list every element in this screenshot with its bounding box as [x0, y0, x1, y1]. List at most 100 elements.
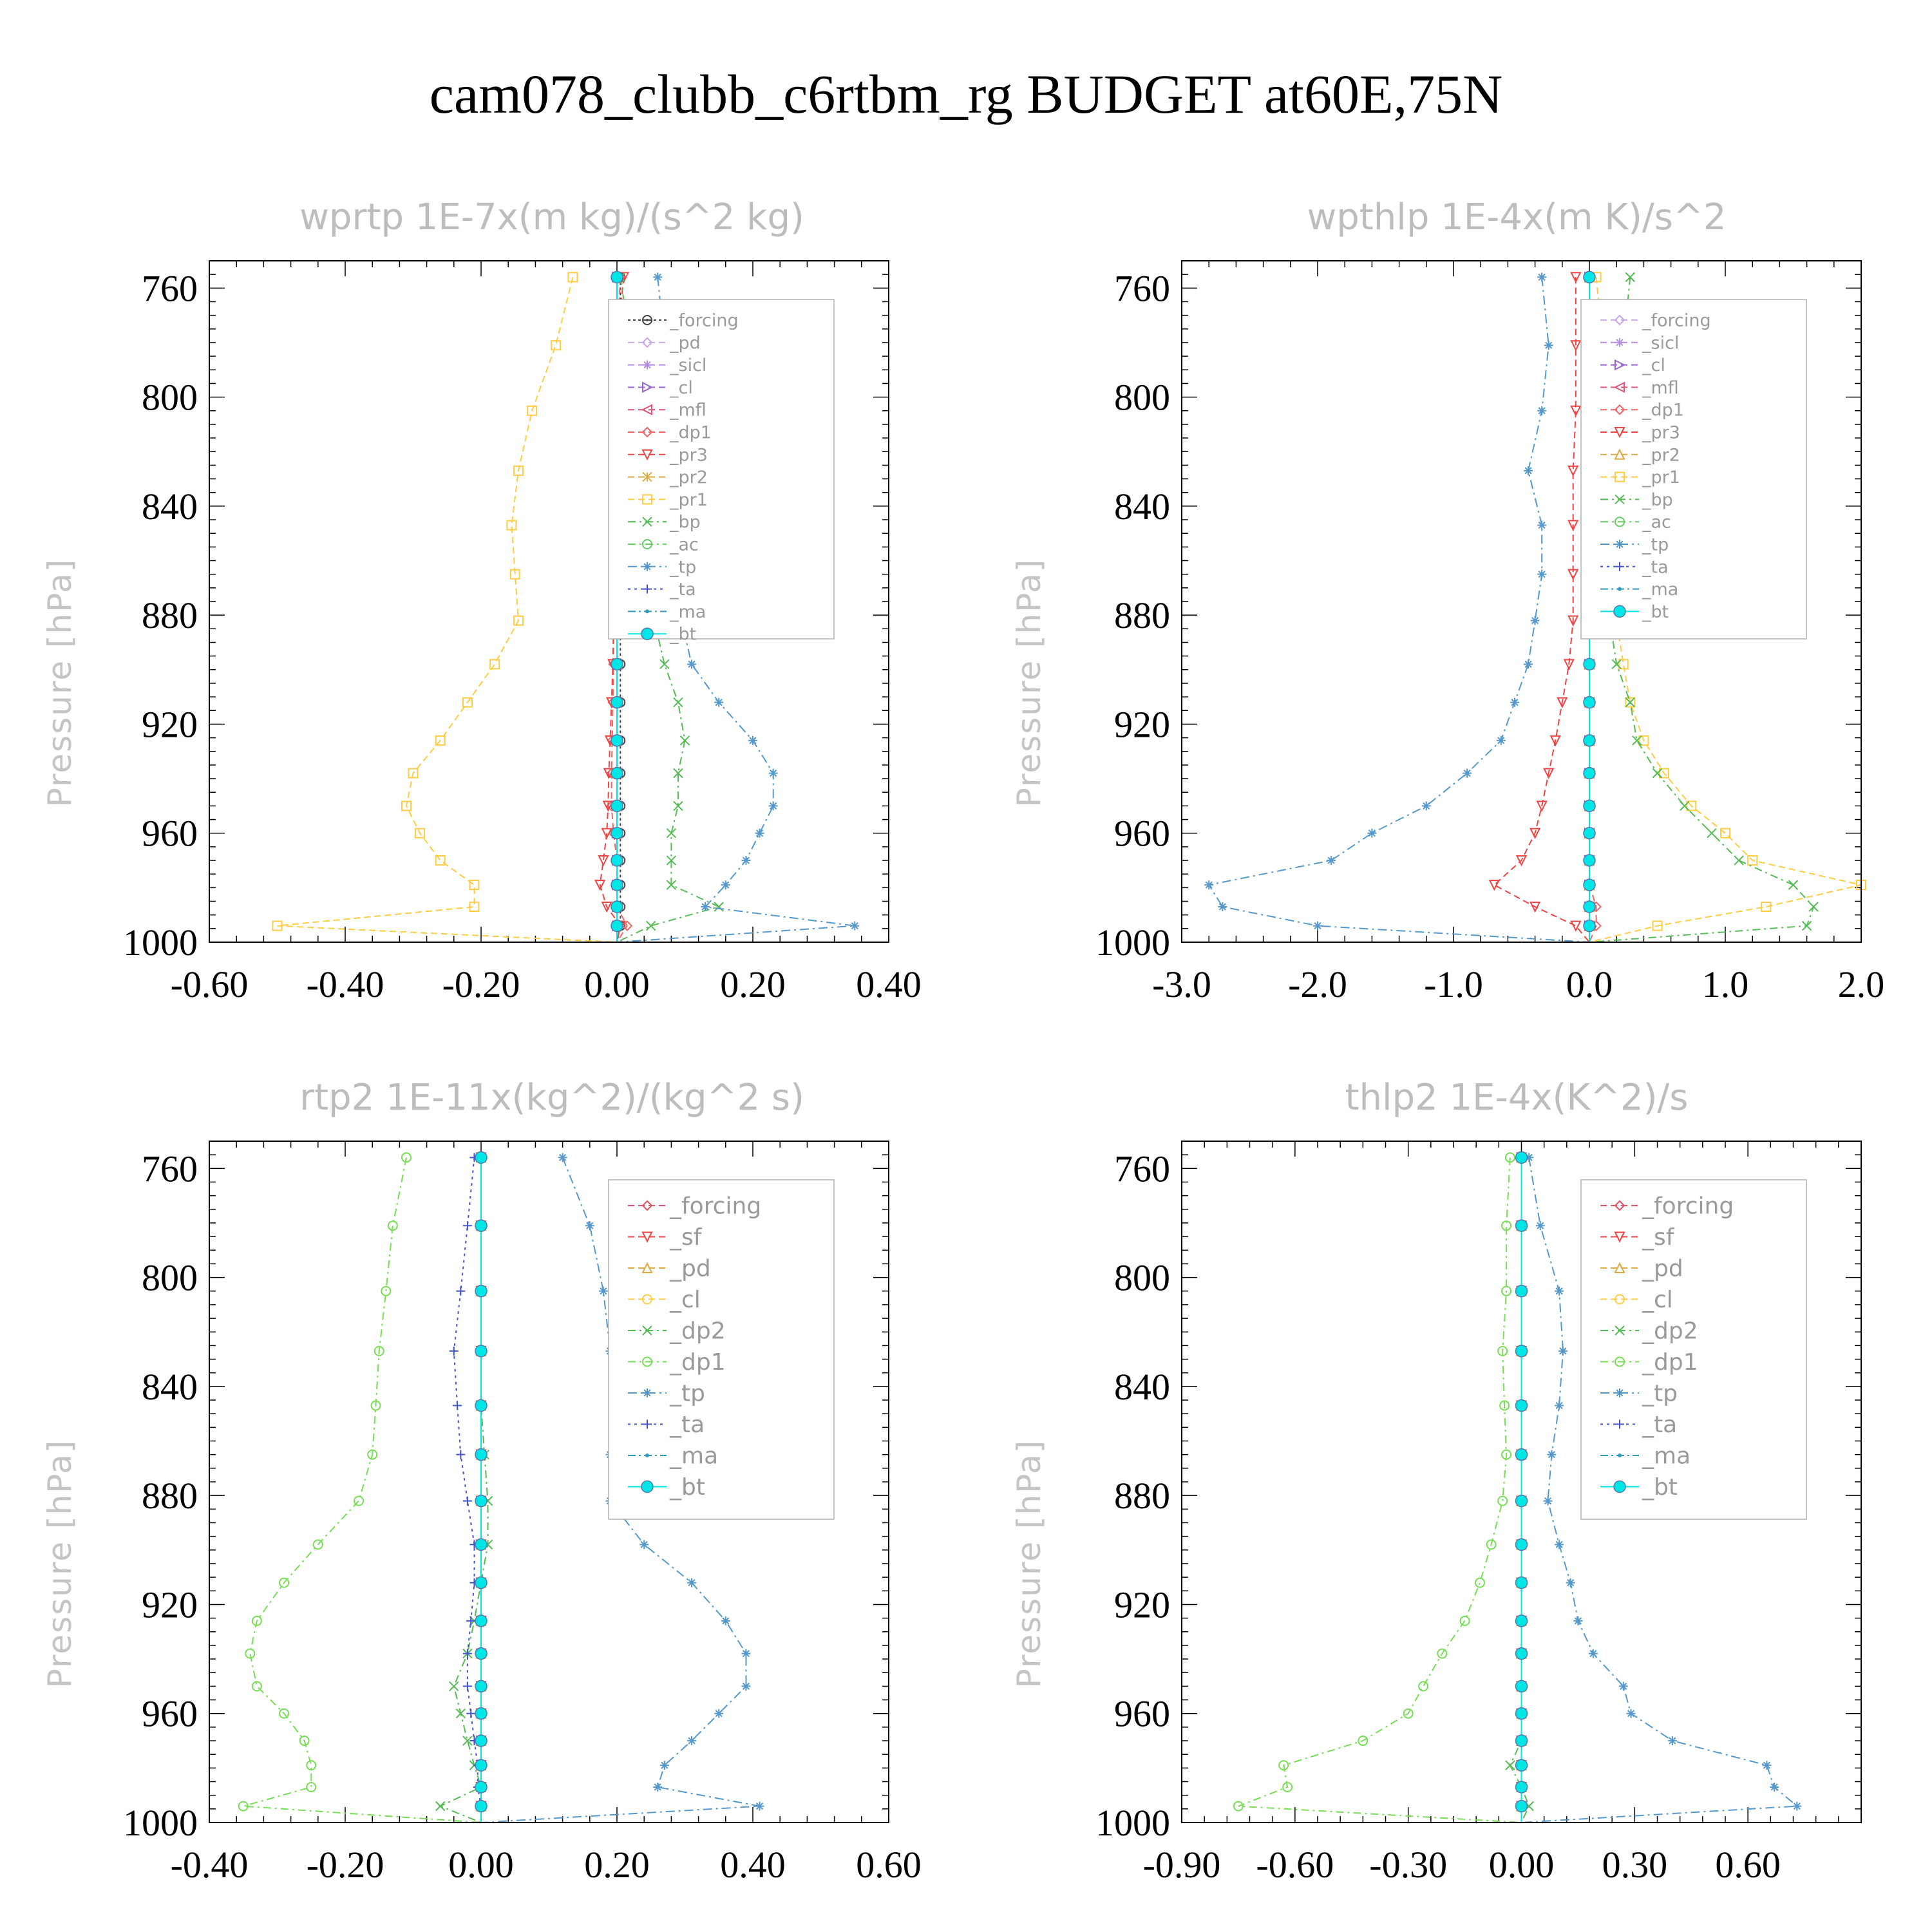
y-tick-label: 1000: [1095, 922, 1170, 963]
series-line: [1208, 277, 1590, 943]
data-point: [741, 1649, 751, 1658]
legend-label: _sf: [1642, 1224, 1675, 1251]
data-point: [558, 1153, 567, 1162]
legend-entry: _dp1: [628, 1349, 726, 1376]
legend-entry: _cl: [628, 1287, 701, 1313]
legend-marker: [1615, 516, 1625, 527]
panel-title-wprtp: wprtp 1E-7x(m kg)/(s^2 kg): [299, 196, 804, 238]
data-point: [1547, 1450, 1557, 1459]
data-point: [741, 856, 751, 866]
data-point: [245, 1648, 256, 1659]
legend-entry: _dp2: [628, 1318, 726, 1345]
data-point: [1563, 659, 1575, 670]
legend-label: _cl: [669, 1287, 701, 1313]
x-tick-label: -0.60: [1256, 1844, 1334, 1886]
data-point: [475, 1345, 488, 1358]
legend-marker: [643, 562, 652, 571]
data-point: [1570, 272, 1582, 283]
data-point: [435, 735, 446, 746]
data-point: [1505, 1760, 1515, 1770]
data-point: [1652, 920, 1663, 931]
data-point: [1537, 569, 1547, 579]
data-point: [1499, 1400, 1510, 1411]
data-point: [611, 900, 623, 913]
data-point: [666, 828, 677, 838]
data-point: [475, 1647, 488, 1660]
data-point: [1418, 1681, 1429, 1692]
data-point: [456, 1450, 466, 1459]
data-point: [354, 1495, 365, 1506]
data-point: [1510, 697, 1519, 707]
data-point: [1566, 1578, 1575, 1587]
panel-ylabel-wprtp: Pressure [hPa]: [41, 558, 79, 808]
data-point: [453, 1401, 462, 1410]
data-point: [462, 1681, 472, 1691]
legend: _forcing _sf _pd _cl _dp2 _dp1 _tp _ta _ma _bt: [608, 1179, 835, 1520]
y-tick-label: 800: [1114, 1257, 1170, 1299]
legend-box: [608, 1179, 835, 1520]
data-point: [1233, 1801, 1244, 1812]
series-line: [1238, 1157, 1522, 1823]
data-point: [1762, 1761, 1772, 1770]
data-point: [1707, 828, 1717, 838]
legend-label: _tp: [669, 1381, 705, 1407]
data-point: [475, 1799, 488, 1813]
legend-label: _tp: [1642, 535, 1669, 554]
legend-label: _forcing: [669, 1193, 761, 1220]
data-point: [279, 1577, 290, 1588]
x-tick-label: 0.20: [584, 1844, 650, 1886]
data-point: [1536, 800, 1548, 812]
legend-label: _cl: [669, 378, 693, 398]
data-point: [585, 1221, 594, 1231]
data-point: [475, 1494, 488, 1508]
series-line: [243, 1157, 482, 1823]
legend-label: _ta: [669, 1412, 705, 1438]
panel-ylabel-rtp2: Pressure [hPa]: [41, 1439, 79, 1689]
data-point: [1667, 1736, 1677, 1746]
legend-entry: _mfl: [1600, 378, 1679, 398]
data-point: [1204, 880, 1214, 890]
data-point: [621, 920, 633, 932]
legend-marker: [1615, 1356, 1625, 1367]
data-point: [768, 801, 778, 811]
data-point: [1570, 340, 1582, 352]
legend-entry: _bt: [628, 1474, 705, 1501]
legend-marker: [642, 471, 652, 482]
panel-wprtp: wprtp 1E-7x(m kg)/(s^2 kg) Pressure [hPa…: [41, 196, 922, 1005]
data-point: [279, 1708, 290, 1719]
data-point: [611, 270, 623, 284]
legend-marker: [641, 627, 654, 640]
data-point: [1537, 406, 1547, 415]
legend-entry: _ma: [1600, 580, 1678, 600]
series-dp2: [1505, 1152, 1534, 1823]
x-tick-label: 2.0: [1838, 963, 1885, 1005]
data-point: [714, 902, 724, 912]
data-point: [1486, 1539, 1497, 1550]
data-point: [513, 615, 524, 626]
legend-marker: [1614, 404, 1625, 415]
legend-label: _sicl: [669, 355, 706, 375]
legend-entry: _tp: [628, 557, 696, 577]
legend-marker: [1615, 1294, 1625, 1305]
data-point: [1583, 900, 1596, 913]
data-point: [489, 659, 500, 670]
x-tick-label: -0.40: [307, 963, 384, 1005]
data-point: [1515, 1494, 1528, 1508]
data-point: [1770, 1782, 1779, 1792]
data-point: [687, 659, 697, 669]
data-point: [374, 1345, 384, 1356]
data-point: [1618, 1681, 1628, 1691]
data-point: [238, 1801, 249, 1812]
data-point: [272, 920, 283, 931]
legend-entry: _dp1: [628, 422, 712, 442]
data-point: [1792, 1801, 1802, 1811]
data-point: [1515, 1538, 1528, 1551]
legend-label: _forcing: [1642, 310, 1711, 330]
data-point: [1524, 659, 1533, 669]
data-point: [1543, 1496, 1553, 1506]
legend-entry: _forcing: [1600, 1193, 1734, 1220]
data-point: [1515, 1615, 1528, 1627]
data-point: [741, 1681, 751, 1691]
legend-marker: [645, 1454, 649, 1457]
legend-label: _bt: [669, 625, 696, 645]
